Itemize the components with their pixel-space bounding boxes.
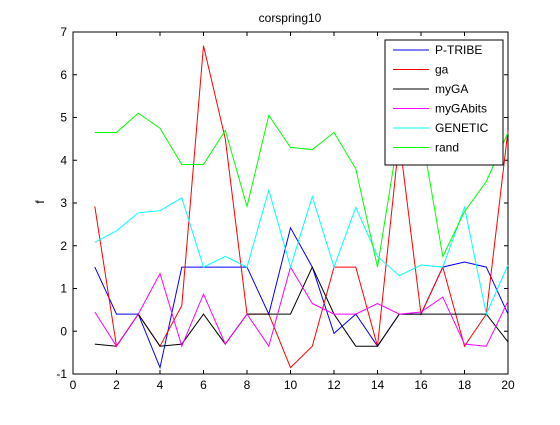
x-tick-label: 4 [157,378,164,392]
legend-label-genetic: GENETIC [435,121,489,135]
y-tick-label: 5 [60,111,67,125]
x-tick-label: 2 [113,378,120,392]
x-tick-label: 6 [200,378,207,392]
series-line-ga [94,45,509,369]
x-tick-label: 18 [458,378,472,392]
x-tick-label: 12 [327,378,341,392]
legend-box [384,39,504,166]
x-tick-label: 0 [70,378,77,392]
x-tick-label: 8 [244,378,251,392]
y-tick-label: 6 [60,68,67,82]
y-tick-label: 1 [60,282,67,296]
series-line-rand [94,112,509,268]
chart-title: corspring10 [259,11,322,25]
legend-label-myga: myGA [435,82,468,96]
x-tick-label: 20 [501,378,515,392]
y-tick-label: 4 [60,153,67,167]
series-line-myga [94,265,509,347]
legend-label-mygabits: myGAbits [435,102,487,116]
y-axis-label: f [33,200,47,204]
y-tick-label: 3 [60,196,67,210]
legend: P-TRIBE ga myGA myGAbits GENETIC rand [384,39,504,166]
x-tick-label: 10 [284,378,298,392]
y-tick-label: 2 [60,239,67,253]
series-line-genetic [94,188,509,316]
y-tick-label: 0 [60,324,67,338]
y-tick-label: 7 [60,25,67,39]
legend-label-p-tribe: P-TRIBE [435,43,482,57]
legend-label-rand: rand [435,141,459,155]
y-tick-label: -1 [56,367,67,381]
series-line-mygabits [94,265,509,348]
legend-label-ga: ga [435,63,449,77]
x-tick-label: 16 [414,378,428,392]
x-tick-label: 14 [371,378,385,392]
